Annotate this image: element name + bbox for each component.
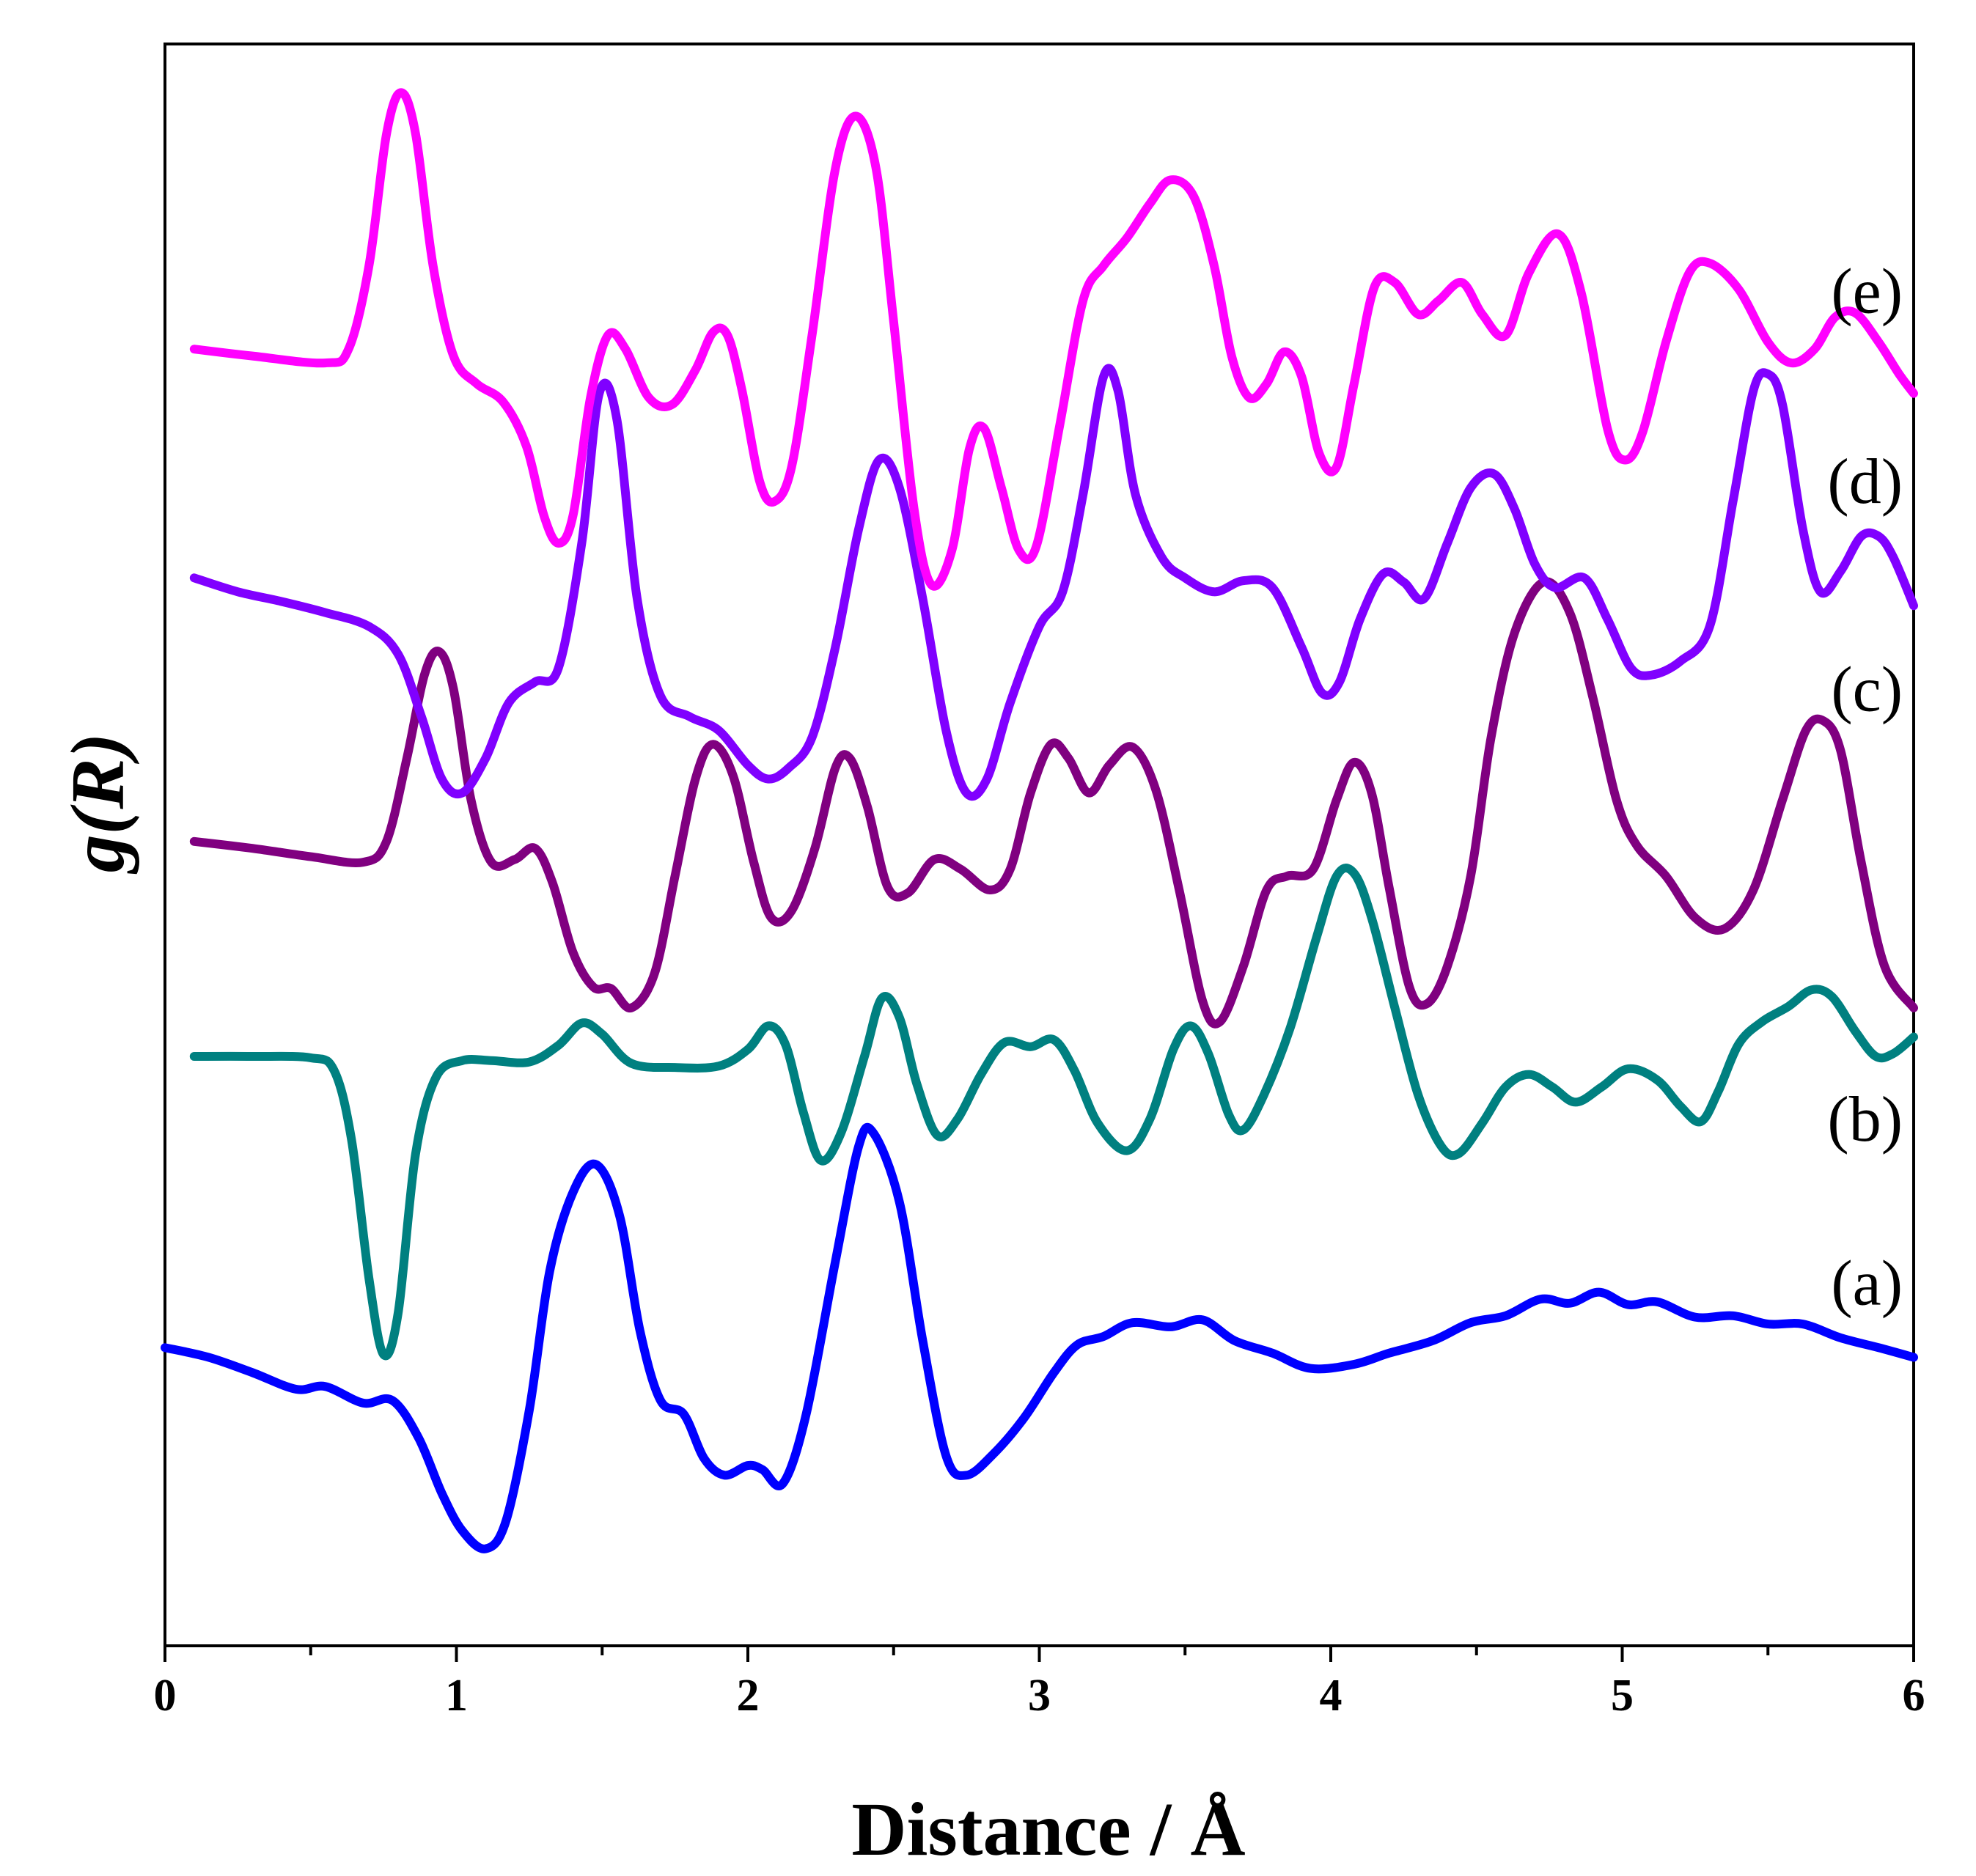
x-tick-label: 3 bbox=[1028, 1671, 1051, 1721]
series-label-c: (c) bbox=[1831, 655, 1903, 726]
series-label-b: (b) bbox=[1827, 1084, 1903, 1155]
x-axis-ticks bbox=[164, 1646, 1915, 1662]
series-line-a bbox=[161, 1122, 1918, 1553]
series-label-e: (e) bbox=[1831, 257, 1903, 328]
x-tick-label: 6 bbox=[1903, 1671, 1925, 1721]
x-tick-label: 4 bbox=[1320, 1671, 1343, 1721]
series-line-d bbox=[189, 364, 1918, 801]
x-tick-label: 5 bbox=[1611, 1671, 1634, 1721]
series-label-a: (a) bbox=[1831, 1248, 1903, 1319]
series-label-d: (d) bbox=[1827, 446, 1903, 518]
series-line-b bbox=[189, 864, 1918, 1361]
series-line-c bbox=[189, 577, 1918, 1029]
series-lines bbox=[161, 88, 1918, 1553]
series-line-e bbox=[189, 88, 1918, 591]
x-tick-label: 1 bbox=[445, 1671, 468, 1721]
x-tick-label: 0 bbox=[154, 1671, 177, 1721]
plot-frame bbox=[164, 43, 1915, 1647]
y-axis-title: g(R) bbox=[56, 733, 140, 875]
x-tick-label: 2 bbox=[737, 1671, 760, 1721]
x-axis-title: Distance / Å bbox=[851, 1787, 1245, 1872]
x-axis-tick-labels: 0 1 2 3 4 5 6 bbox=[154, 1671, 1925, 1721]
series-labels: (a) (b) (c) (d) (e) bbox=[1827, 257, 1903, 1320]
